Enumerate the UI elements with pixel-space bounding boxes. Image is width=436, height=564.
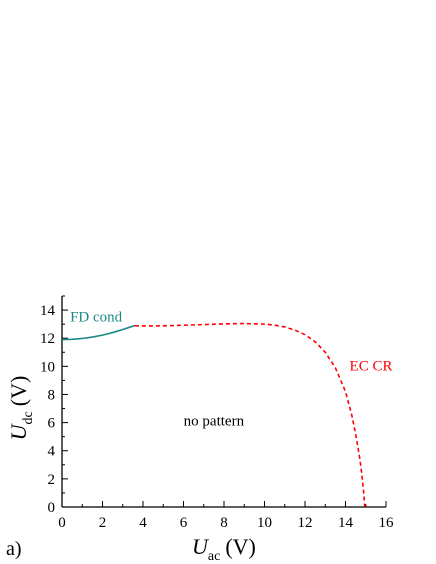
y-tick-label: 12 (40, 331, 55, 347)
x-tick-label: 8 (220, 515, 228, 531)
y-tick-label: 14 (40, 303, 56, 319)
x-axis-title: Uac (V) (192, 534, 256, 564)
no-pattern-label: no pattern (184, 413, 245, 429)
x-tick-label: 12 (298, 515, 313, 531)
y-axis-unit: (V) (6, 376, 31, 407)
y-tick-label: 10 (40, 359, 55, 375)
chart-axes (61, 296, 386, 508)
x-tick-label: 6 (180, 515, 188, 531)
x-tick-label: 2 (99, 515, 107, 531)
y-tick-label: 0 (48, 500, 56, 516)
x-tick-label: 4 (139, 515, 147, 531)
y-axis-title: Udc (V) (6, 376, 36, 441)
y-tick-label: 6 (48, 416, 56, 432)
x-axis-symbol: U (192, 534, 210, 559)
x-tick-label: 0 (58, 515, 66, 531)
x-tick-label: 10 (257, 515, 272, 531)
x-axis-unit: (V) (225, 534, 256, 559)
y-axis-symbol: U (6, 422, 31, 440)
axis-ticks: 0 2 4 6 8 10 12 14 16 0 2 4 6 8 10 12 14 (40, 295, 395, 531)
ec-cr-label: EC CR (350, 359, 393, 375)
x-axis-subscript: ac (208, 549, 220, 564)
panel-label: a) (6, 538, 22, 560)
fd-cond-curve (61, 324, 136, 341)
y-tick-label: 8 (48, 387, 56, 403)
y-tick-label: 2 (48, 472, 56, 488)
annotation-layer: FD cond EC CR no pattern (70, 309, 392, 429)
x-tick-label: 14 (338, 515, 354, 531)
y-tick-label: 4 (48, 444, 56, 460)
y-axis-subscript: dc (21, 411, 36, 424)
x-tick-label: 16 (379, 515, 395, 531)
series-layer (61, 322, 366, 508)
fd-cond-label: FD cond (70, 309, 123, 325)
ec-cr-curve (134, 322, 366, 508)
